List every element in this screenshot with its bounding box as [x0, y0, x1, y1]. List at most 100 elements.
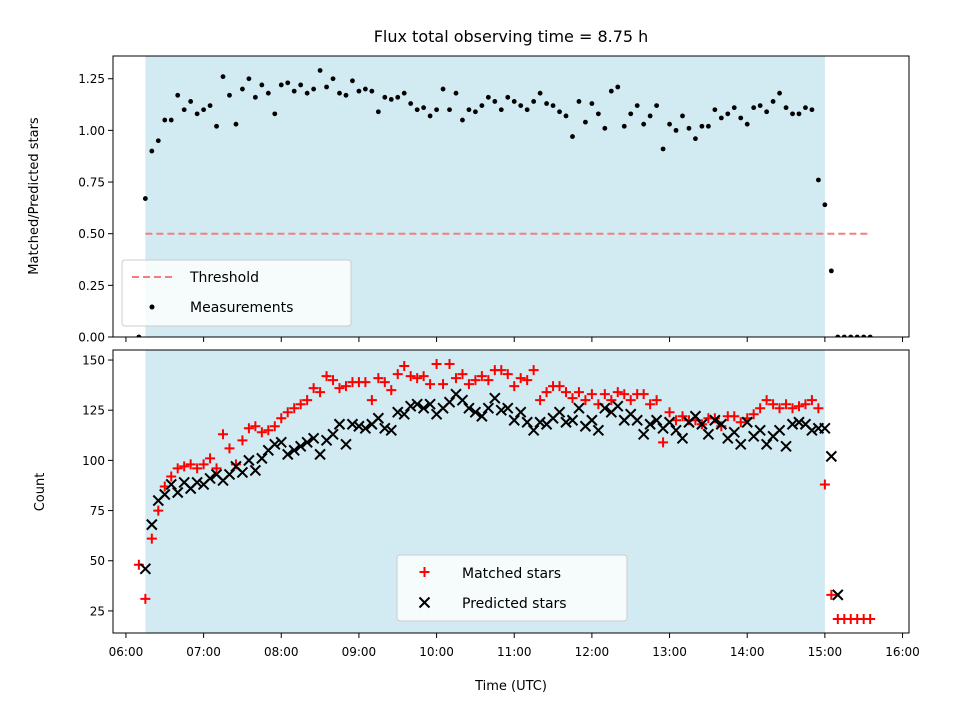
ratio-legend: Threshold Measurements: [121, 259, 352, 327]
measurements-point: [369, 88, 375, 94]
measurements-point: [214, 123, 219, 129]
predicted-stars-point: [773, 424, 786, 436]
predicted-stars-point: [269, 438, 281, 451]
predicted-stars-point: [482, 402, 495, 414]
measurements-point: [401, 90, 407, 96]
measurements-point: [285, 80, 291, 86]
predicted-stars-point: [301, 436, 313, 449]
predicted-stars-point: [728, 426, 740, 438]
count-panel: 06:00 07:00 08:00 09:00 10:00 11:00 12:00 13:00…: [33, 349, 920, 694]
matched-stars-point: [282, 407, 293, 418]
measurements-point: [764, 109, 770, 115]
measurements-point: [589, 101, 595, 106]
measurements-point: [408, 101, 414, 106]
measurements-point: [460, 117, 465, 123]
measurements-point: [466, 107, 472, 113]
predicted-stars-point: [333, 418, 346, 430]
measurements-point: [447, 107, 452, 113]
predicted-stars-point: [663, 416, 676, 428]
measurements-point: [854, 334, 860, 337]
matched-stars-point: [755, 403, 766, 414]
matched-stars-point: [781, 399, 792, 410]
predicted-stars-point: [443, 396, 456, 408]
measurements-point: [311, 86, 317, 92]
x-tick-label: 11:00: [497, 645, 532, 659]
ratio-legend-box: [121, 259, 352, 327]
measurements-point: [705, 123, 711, 129]
predicted-stars-point: [476, 410, 488, 422]
matched-stars-point: [399, 361, 410, 372]
matched-stars-point: [179, 461, 190, 472]
predicted-stars-point: [644, 418, 656, 430]
matched-stars-point: [263, 425, 274, 436]
x-tick-label: 14:00: [730, 645, 765, 659]
measurements-point: [621, 123, 627, 129]
predicted-stars-point: [689, 410, 702, 422]
matched-stars-point: [379, 377, 390, 388]
count-y-tick-label: 100: [82, 454, 105, 468]
predicted-stars-point: [236, 466, 249, 479]
measurements-point: [421, 105, 427, 111]
measurements-point: [654, 103, 660, 108]
measurements-point: [660, 146, 666, 152]
predicted-stars-point: [696, 418, 708, 430]
count-legend: Matched stars Predicted stars: [396, 554, 628, 622]
measurements-point: [647, 113, 653, 119]
measurements-point: [628, 111, 634, 117]
predicted-stars-point: [327, 428, 339, 441]
measurements-point: [576, 99, 582, 104]
matched-stars-point: [392, 369, 403, 380]
measurements-point: [718, 115, 724, 121]
matched-stars-point: [606, 395, 617, 406]
measurements-point: [641, 121, 647, 127]
matched-stars-point: [308, 383, 319, 394]
predicted-stars-point: [288, 444, 300, 457]
legend-measurements-swatch: [149, 304, 155, 310]
predicted-stars-point: [702, 428, 715, 441]
measurements-point: [848, 334, 854, 337]
matched-stars-point: [664, 407, 675, 418]
matched-stars-point: [218, 429, 229, 440]
predicted-stars-point: [385, 424, 397, 436]
legend-matched-swatch: [419, 567, 430, 577]
predicted-stars-point: [139, 563, 152, 575]
measurements-point: [291, 88, 297, 94]
ratio-plot-frame: [112, 55, 910, 338]
predicted-stars-point: [780, 440, 792, 453]
ratio-x-ticks: [125, 337, 904, 342]
matched-stars-point: [496, 365, 507, 376]
measurements-point: [686, 125, 692, 131]
measurements-point: [544, 101, 549, 106]
matched-stars-point: [800, 399, 811, 410]
x-tick-label: 15:00: [808, 645, 843, 659]
measurements-point: [168, 117, 174, 123]
measurements-point: [822, 202, 828, 208]
ratio-y-tick-label: 0.50: [78, 227, 105, 241]
matched-stars-point: [140, 593, 151, 604]
measurements-point: [557, 109, 562, 115]
matched-stars-point: [651, 395, 662, 406]
legend-predicted-label: Predicted stars: [462, 596, 567, 612]
measurements-point: [537, 90, 543, 96]
predicted-stars-point: [172, 486, 184, 499]
matched-stars-point: [250, 421, 261, 432]
measurements-point: [317, 68, 323, 73]
measurements-point: [181, 107, 187, 113]
predicted-stars-point: [793, 416, 805, 428]
matched-stars-point: [418, 371, 429, 382]
measurements-point: [388, 96, 394, 102]
predicted-stars-point: [204, 472, 216, 485]
predicted-stars-point: [715, 418, 728, 430]
matched-stars-point: [386, 385, 397, 396]
measurements-point: [492, 99, 498, 104]
matched-stars-point: [793, 401, 804, 412]
predicted-stars-point: [670, 424, 682, 436]
matched-stars-point: [360, 377, 371, 388]
matched-stars-point: [243, 423, 254, 434]
predicted-stars-point: [417, 402, 430, 414]
legend-measurements-label: Measurements: [190, 300, 293, 316]
count-y-tick-label: 125: [82, 404, 105, 418]
predicted-stars-point: [249, 464, 262, 477]
legend-predicted-swatch: [418, 596, 431, 609]
matched-stars-point: [198, 459, 209, 470]
